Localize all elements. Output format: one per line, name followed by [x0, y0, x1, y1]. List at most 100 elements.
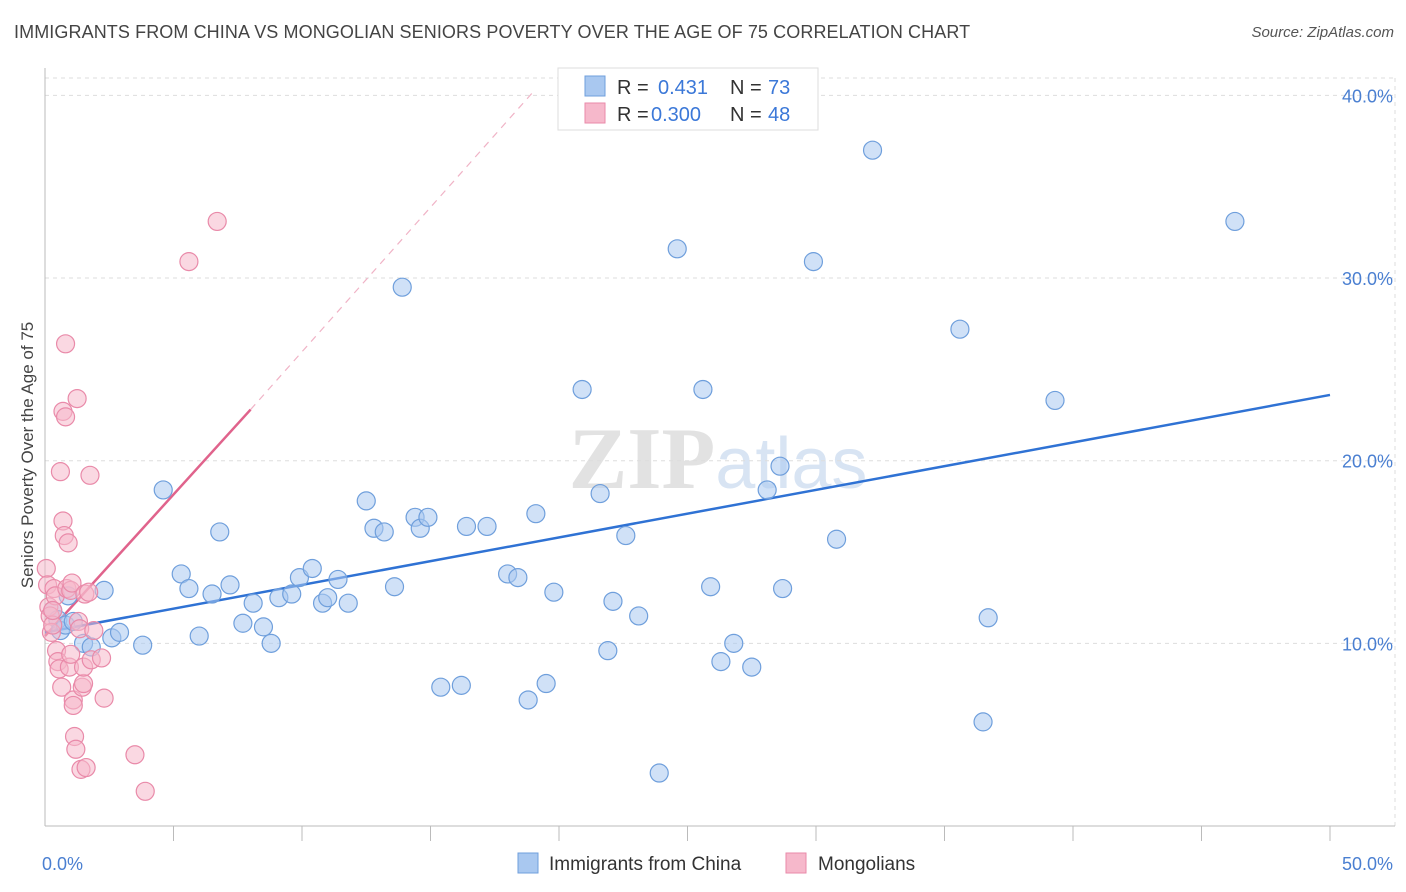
china-point: [451, 675, 471, 695]
y-tick-label: 40.0%: [1342, 86, 1393, 106]
mongolians-point: [36, 558, 56, 579]
mongolians-point: [125, 745, 145, 765]
stats-legend-r-value-blue: 0.431: [658, 77, 708, 99]
china-point: [950, 319, 970, 339]
china-point: [603, 591, 623, 611]
stats-legend-n-label-pink: N =: [730, 104, 762, 126]
y-tick-labels: 10.0% 20.0% 30.0% 40.0%: [1342, 86, 1393, 654]
mongolians-point: [61, 644, 81, 664]
china-point: [518, 690, 538, 710]
mongolians-point: [52, 677, 72, 697]
china-point: [616, 525, 636, 546]
mongolians-point: [179, 252, 199, 272]
mongolians-point: [43, 600, 63, 621]
china-point: [384, 577, 405, 597]
stats-legend-r-value-pink: 0.300: [651, 104, 701, 126]
china-point: [693, 379, 713, 400]
mongolians-point: [50, 462, 71, 482]
stats-legend-swatch-pink: [584, 102, 606, 124]
china-point: [220, 575, 240, 595]
china-point: [536, 673, 556, 694]
china-point: [243, 593, 263, 613]
china-point: [803, 252, 824, 272]
china-point: [318, 588, 338, 608]
china-point: [418, 507, 438, 527]
china-point: [302, 558, 322, 579]
china-point: [261, 633, 281, 653]
mongolians-point: [79, 582, 99, 602]
mongolians-point: [62, 573, 82, 593]
china-point: [328, 569, 348, 590]
china-point: [590, 483, 610, 504]
china-point: [153, 480, 173, 500]
mongolians-point: [66, 739, 86, 759]
china-point: [978, 608, 998, 628]
china-point: [202, 584, 222, 604]
china-point: [1045, 390, 1065, 411]
series-mongolians-points: [36, 211, 227, 801]
x-tick-label-min: 0.0%: [42, 854, 83, 874]
x-tick-labels: 0.0% 50.0%: [42, 854, 1393, 874]
china-point: [572, 379, 592, 400]
source-credit: Source: ZipAtlas.com: [1251, 24, 1394, 41]
stats-legend-n-value-pink: 48: [768, 104, 790, 126]
china-point: [179, 578, 199, 599]
china-point: [282, 584, 302, 604]
legend-label-mongolians: Mongolians: [818, 854, 915, 875]
stats-legend-swatch-blue: [584, 75, 606, 97]
stats-legend-r-label-blue: R =: [617, 77, 649, 99]
china-point: [667, 239, 687, 259]
mongolians-point: [80, 465, 100, 485]
series-china-points: [43, 140, 1245, 783]
china-point: [649, 763, 669, 783]
china-point: [133, 635, 153, 655]
mongolians-point: [76, 757, 96, 778]
china-point: [431, 677, 451, 697]
trend-lines: [44, 91, 1331, 637]
x-tick-label-max: 50.0%: [1342, 854, 1393, 874]
china-point: [338, 593, 358, 613]
china-point: [711, 652, 731, 672]
china-point: [253, 617, 274, 637]
china-point: [189, 626, 209, 646]
trend-line-china: [44, 393, 1331, 634]
watermark: ZIPatlas: [569, 411, 868, 508]
y-tick-label: 30.0%: [1342, 269, 1393, 289]
stats-legend-r-label-pink: R =: [617, 104, 649, 126]
china-point: [477, 516, 497, 537]
mongolians-point: [91, 648, 112, 668]
mongolians-point: [84, 620, 104, 641]
china-point: [742, 657, 762, 677]
chart-title: IMMIGRANTS FROM CHINA VS MONGOLIAN SENIO…: [14, 22, 971, 42]
trend-line-mongolians-extension: [250, 91, 534, 410]
y-axis-label: Seniors Poverty Over the Age of 75: [18, 322, 37, 588]
y-tick-label: 20.0%: [1342, 452, 1393, 472]
china-point: [544, 582, 564, 602]
china-point: [770, 456, 790, 476]
china-point: [356, 491, 376, 511]
china-point: [392, 277, 412, 297]
china-point: [724, 633, 744, 653]
mongolians-point: [55, 407, 76, 427]
china-point: [210, 522, 230, 542]
legend-label-china: Immigrants from China: [549, 854, 742, 875]
mongolians-point: [63, 695, 83, 716]
china-point: [862, 140, 883, 160]
stats-legend-n-label-blue: N =: [730, 77, 762, 99]
stats-legend: R = 0.431 N = 73 R = 0.300 N = 48: [557, 67, 819, 131]
china-point: [508, 567, 528, 588]
mongolians-point: [94, 688, 114, 708]
china-point: [1225, 211, 1245, 232]
mongolians-point: [207, 211, 227, 232]
china-point: [526, 504, 546, 524]
legend-swatch-china: [517, 852, 539, 874]
china-point: [973, 712, 993, 732]
legend-swatch-mongolians: [785, 852, 807, 874]
china-point: [757, 480, 777, 500]
china-point: [233, 613, 253, 633]
mongolians-point: [58, 533, 78, 553]
mongolians-point: [73, 673, 94, 694]
china-point: [456, 516, 477, 537]
china-point: [374, 522, 394, 542]
